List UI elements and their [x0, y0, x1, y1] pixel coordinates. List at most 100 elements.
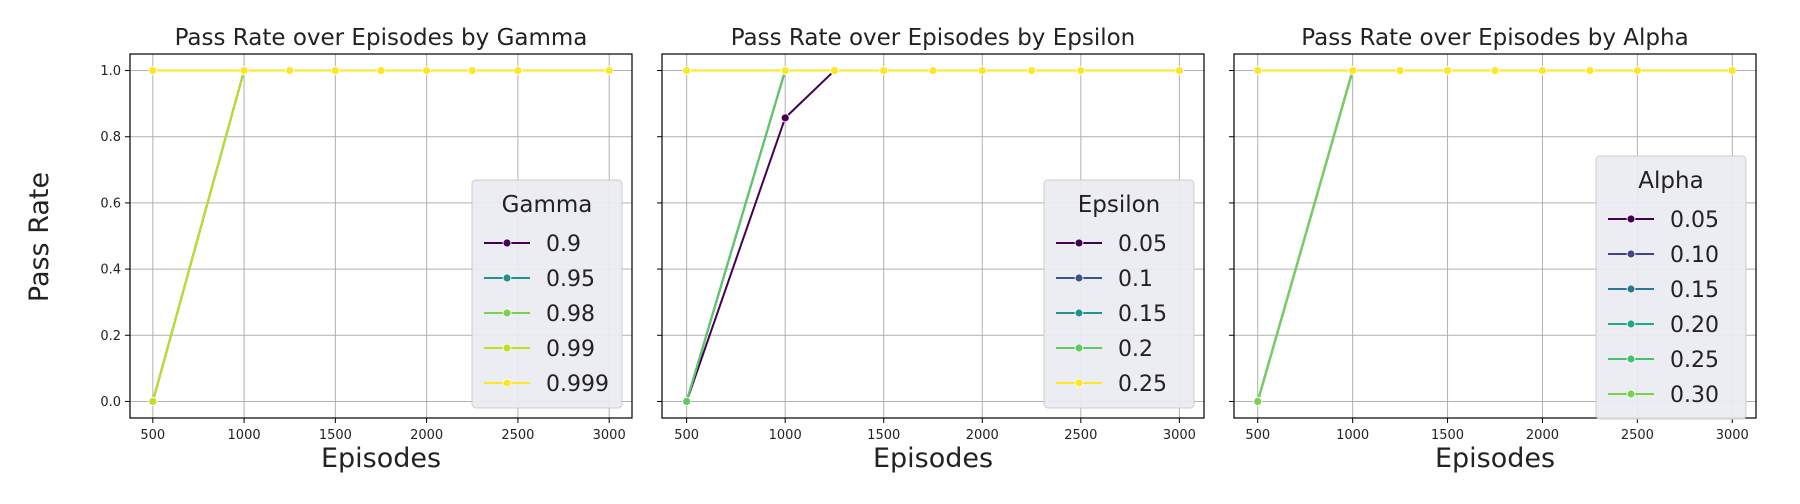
x-axis-label: Episodes: [321, 443, 441, 474]
x-tick-label: 3000: [1163, 428, 1196, 443]
data-point: [604, 66, 614, 75]
chart-panel-1: 500 1000 1500 2000 2500 3000 0.0 0.2 0.4 0.6 0.8 1.…: [100, 25, 633, 474]
legend-swatch-marker: [1626, 249, 1636, 259]
legend-swatch-marker: [502, 378, 512, 388]
legend: Gamma 0.9 0.95 0.98 0.99 0.999: [471, 179, 623, 409]
data-point: [330, 66, 340, 75]
legend-swatch-marker: [1074, 343, 1084, 353]
x-tick-label: 1000: [228, 428, 261, 443]
data-point: [1253, 397, 1263, 406]
legend-entry-label: 0.999: [546, 372, 609, 397]
legend-entry-label: 0.1: [1118, 267, 1153, 292]
series-line-4: [685, 70, 787, 402]
x-tick-label: 1500: [1431, 428, 1464, 443]
x-tick-label: 1000: [769, 428, 802, 443]
legend-title: Epsilon: [1078, 192, 1161, 218]
x-tick-label: 1500: [319, 428, 352, 443]
data-point: [1443, 66, 1452, 75]
legend-entry-label: 0.10: [1670, 243, 1719, 268]
data-point: [1538, 66, 1547, 75]
x-tick-label: 500: [1245, 428, 1270, 443]
y-tick-label: 1.0: [100, 64, 121, 79]
x-tick-label: 500: [674, 428, 699, 443]
x-tick-label: 1500: [867, 428, 900, 443]
legend-swatch-marker: [1626, 389, 1636, 399]
data-point: [1632, 66, 1642, 75]
data-point: [285, 66, 295, 75]
data-point: [1076, 66, 1086, 75]
x-tick-label: 3000: [593, 428, 626, 443]
y-tick-label: 0.8: [100, 130, 121, 145]
data-point: [830, 66, 839, 75]
x-tick-label: 2000: [966, 428, 999, 443]
series-line-6: [1256, 70, 1354, 402]
data-point: [422, 66, 432, 75]
data-point: [1490, 66, 1500, 75]
x-axis-label: Episodes: [1435, 443, 1555, 474]
plot-frame: [1233, 53, 1757, 419]
x-tick-label: 2500: [1621, 428, 1654, 443]
data-point: [977, 66, 987, 75]
shared-y-axis-label: Pass Rate: [24, 172, 55, 302]
series-line-4: [151, 70, 246, 402]
legend-swatch-marker: [1074, 273, 1084, 283]
plot-frame: [661, 53, 1205, 419]
legend-entry-label: 0.25: [1670, 348, 1719, 373]
data-point: [239, 66, 249, 75]
data-point: [682, 397, 692, 406]
legend: Alpha 0.05 0.10 0.15 0.20 0.25 0.30: [1595, 155, 1747, 420]
plot-frame: [129, 53, 633, 419]
x-tick-label: 2000: [1526, 428, 1559, 443]
data-point: [928, 66, 938, 75]
chart-panel-3: 500 1000 1500 2000 2500 3000 Pass Rate over Ep…: [1229, 25, 1757, 474]
data-point: [780, 66, 790, 75]
data-point: [513, 66, 523, 75]
data-point: [1395, 66, 1405, 75]
x-tick-label: 2500: [501, 428, 534, 443]
legend-swatch-marker: [1074, 308, 1084, 318]
legend-swatch-marker: [1626, 214, 1636, 224]
legend-entry-label: 0.98: [546, 302, 595, 327]
x-tick-label: 1000: [1336, 428, 1369, 443]
legend-swatch-marker: [1626, 319, 1636, 329]
legend-entry-label: 0.15: [1670, 278, 1719, 303]
data-point: [148, 397, 158, 406]
data-point: [1727, 66, 1737, 75]
legend-swatch-marker: [1626, 284, 1636, 294]
series-line-1: [685, 69, 836, 402]
data-point: [376, 66, 386, 75]
y-tick-label: 0.6: [100, 196, 121, 211]
y-tick-label: 0.2: [100, 329, 121, 344]
x-tick-label: 2000: [410, 428, 443, 443]
legend-swatch-marker: [1626, 354, 1636, 364]
legend-entry-label: 0.15: [1118, 302, 1167, 327]
data-point: [1174, 66, 1184, 75]
data-point: [879, 66, 889, 75]
legend-swatch-marker: [502, 308, 512, 318]
data-point: [1348, 66, 1358, 75]
legend-swatch-marker: [1074, 238, 1084, 248]
legend-entry-label: 0.20: [1670, 313, 1719, 338]
legend-entry-label: 0.2: [1118, 337, 1153, 362]
legend-entry-label: 0.05: [1118, 232, 1167, 257]
legend-entry-label: 0.30: [1670, 383, 1719, 408]
x-axis-label: Episodes: [873, 443, 993, 474]
legend-entry-label: 0.9: [546, 232, 581, 257]
legend-swatch-marker: [502, 273, 512, 283]
legend-title: Gamma: [502, 192, 593, 218]
data-point: [780, 113, 790, 123]
x-tick-label: 3000: [1716, 428, 1749, 443]
legend-entry-label: 0.99: [546, 337, 595, 362]
legend-title: Alpha: [1638, 168, 1703, 194]
chart-panel-2: 500 1000 1500 2000 2500 3000 Pass Rate over Ep…: [657, 25, 1205, 474]
legend-entry-label: 0.95: [546, 267, 595, 292]
data-point: [682, 66, 692, 75]
legend: Epsilon 0.05 0.1 0.15 0.2 0.25: [1043, 179, 1195, 409]
legend-entry-label: 0.25: [1118, 372, 1167, 397]
chart-title: Pass Rate over Episodes by Gamma: [175, 25, 588, 51]
data-point: [1027, 66, 1036, 75]
x-tick-label: 500: [140, 428, 165, 443]
chart-title: Pass Rate over Episodes by Epsilon: [731, 25, 1136, 51]
